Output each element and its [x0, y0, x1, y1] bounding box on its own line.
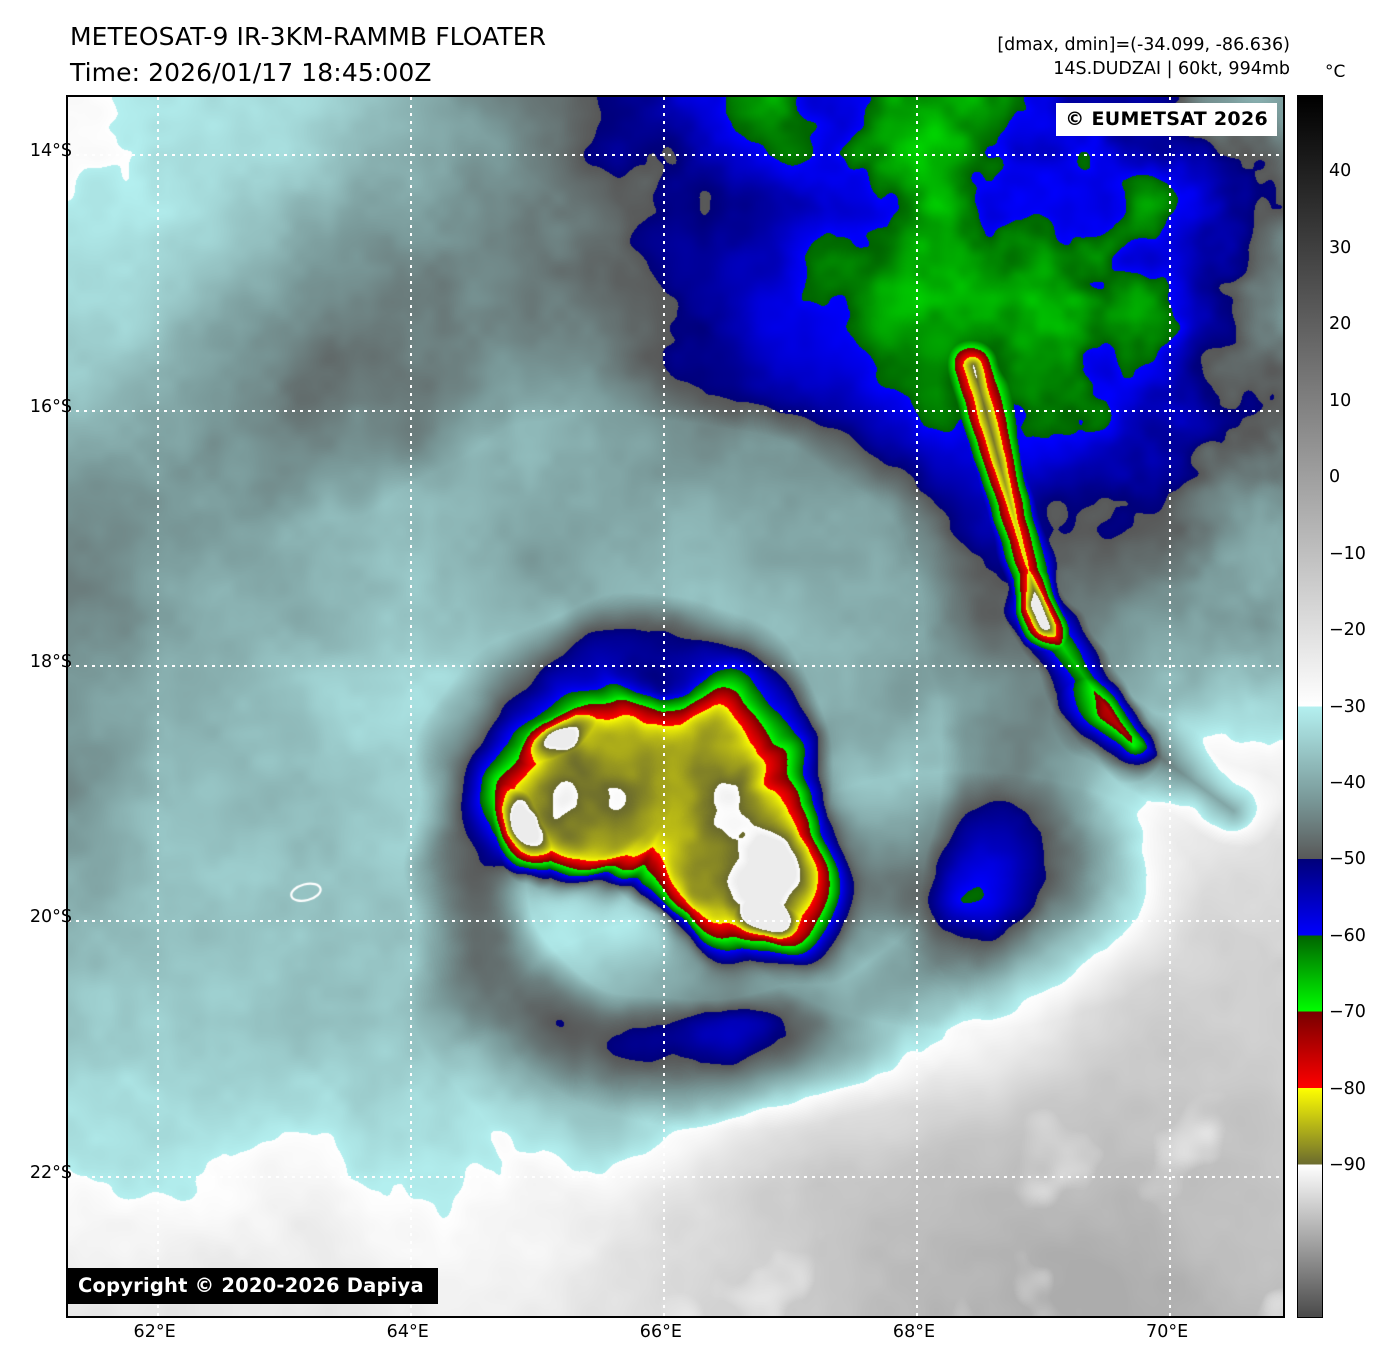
lon-tick-label-68: 68°E: [892, 1322, 936, 1342]
colorbar-tick--80: −80: [1329, 1078, 1366, 1099]
data-minmax-label: [dmax, dmin]=(-34.099, -86.636): [997, 35, 1290, 55]
colorbar-tick--90: −90: [1329, 1155, 1366, 1176]
colorbar-tick-0: 0: [1329, 467, 1341, 488]
colorbar-tick--60: −60: [1329, 925, 1366, 946]
colorbar-tick--30: −30: [1329, 696, 1366, 717]
lat-tick-label-14: 14°S: [29, 141, 72, 162]
colorbar-unit-label: °C: [1325, 62, 1346, 82]
colorbar-tick--70: −70: [1329, 1002, 1366, 1023]
lon-tick-label-70: 70°E: [1146, 1322, 1189, 1342]
eumetsat-copyright-badge: © EUMETSAT 2026: [1056, 103, 1277, 136]
lat-tick-label-16: 16°S: [29, 396, 72, 417]
lat-tick-label-20: 20°S: [29, 907, 72, 928]
lat-tick-label-22: 22°S: [29, 1162, 72, 1183]
colorbar-tick--20: −20: [1329, 620, 1366, 641]
colorbar-tick-30: 30: [1329, 237, 1352, 258]
temperature-colorbar[interactable]: [1297, 95, 1323, 1318]
lon-tick-label-66: 66°E: [639, 1322, 682, 1342]
colorbar-tick--50: −50: [1329, 849, 1366, 870]
dapiya-copyright-badge: Copyright © 2020-2026 Dapiya: [68, 1268, 438, 1304]
lon-tick-label-62: 62°E: [133, 1322, 176, 1342]
timestamp-label: Time: 2026/01/17 18:45:00Z: [70, 58, 432, 87]
colorbar-gradient: [1297, 95, 1323, 1318]
product-title: METEOSAT-9 IR-3KM-RAMMB FLOATER: [70, 22, 547, 51]
ir-satellite-imagery: [68, 97, 1283, 1316]
colorbar-tick--40: −40: [1329, 772, 1366, 793]
colorbar-tick-40: 40: [1329, 161, 1352, 182]
lat-tick-label-18: 18°S: [29, 652, 72, 673]
colorbar-tick-10: 10: [1329, 390, 1352, 411]
page-title: METEOSAT-9 IR-3KM-RAMMB FLOATER Time: 20…: [70, 20, 546, 90]
lon-tick-label-64: 64°E: [386, 1322, 429, 1342]
metadata-block: [dmax, dmin]=(-34.099, -86.636) 14S.DUDZ…: [997, 33, 1290, 81]
satellite-image-panel[interactable]: © EUMETSAT 2026 Copyright © 2020-2026 Da…: [66, 95, 1285, 1318]
storm-info-label: 14S.DUDZAI | 60kt, 994mb: [1053, 59, 1290, 79]
colorbar-tick--10: −10: [1329, 543, 1366, 564]
colorbar-tick-20: 20: [1329, 314, 1352, 335]
